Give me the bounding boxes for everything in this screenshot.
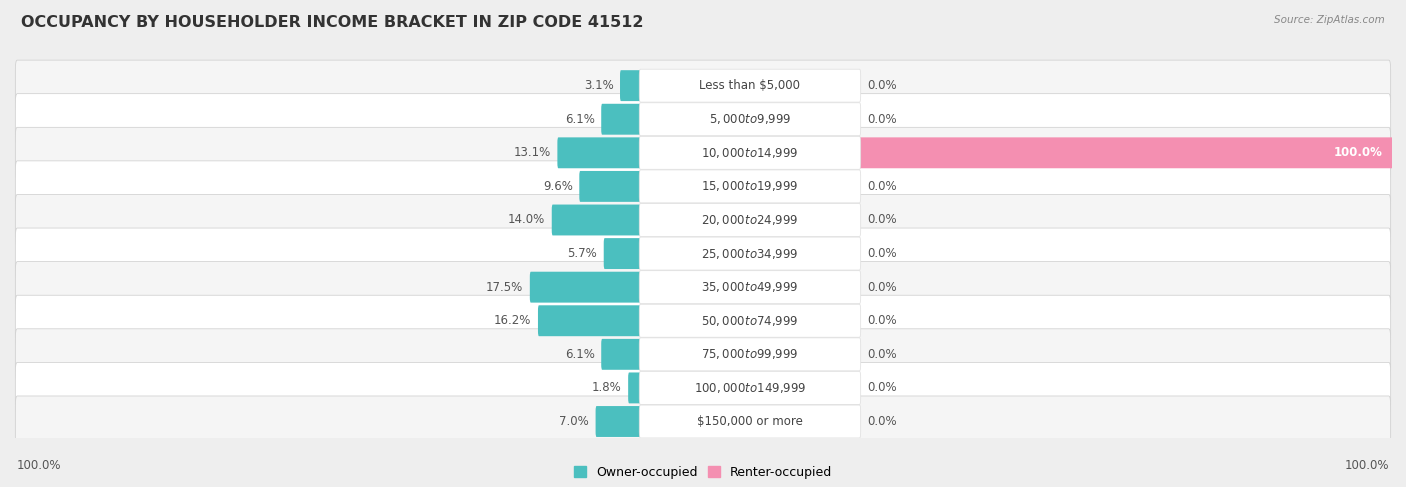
Text: 0.0%: 0.0%	[868, 247, 897, 260]
FancyBboxPatch shape	[15, 161, 1391, 212]
Text: $25,000 to $34,999: $25,000 to $34,999	[702, 246, 799, 261]
Text: 7.0%: 7.0%	[560, 415, 589, 428]
Text: 0.0%: 0.0%	[868, 314, 897, 327]
Text: 0.0%: 0.0%	[868, 112, 897, 126]
Text: Source: ZipAtlas.com: Source: ZipAtlas.com	[1274, 15, 1385, 25]
FancyBboxPatch shape	[15, 262, 1391, 313]
FancyBboxPatch shape	[15, 94, 1391, 145]
FancyBboxPatch shape	[15, 362, 1391, 413]
FancyBboxPatch shape	[596, 406, 641, 437]
Text: $5,000 to $9,999: $5,000 to $9,999	[709, 112, 792, 126]
Text: 1.8%: 1.8%	[592, 381, 621, 394]
FancyBboxPatch shape	[530, 272, 641, 302]
Text: $75,000 to $99,999: $75,000 to $99,999	[702, 347, 799, 361]
FancyBboxPatch shape	[640, 405, 860, 438]
FancyBboxPatch shape	[15, 295, 1391, 346]
Text: $100,000 to $149,999: $100,000 to $149,999	[693, 381, 806, 395]
FancyBboxPatch shape	[15, 60, 1391, 111]
FancyBboxPatch shape	[551, 205, 641, 235]
FancyBboxPatch shape	[640, 338, 860, 371]
FancyBboxPatch shape	[640, 136, 860, 169]
FancyBboxPatch shape	[628, 373, 641, 403]
FancyBboxPatch shape	[603, 238, 641, 269]
FancyBboxPatch shape	[640, 271, 860, 303]
Text: 0.0%: 0.0%	[868, 415, 897, 428]
Text: 100.0%: 100.0%	[1334, 146, 1382, 159]
Text: $20,000 to $24,999: $20,000 to $24,999	[702, 213, 799, 227]
FancyBboxPatch shape	[640, 103, 860, 136]
Text: 6.1%: 6.1%	[565, 112, 595, 126]
FancyBboxPatch shape	[15, 396, 1391, 447]
Legend: Owner-occupied, Renter-occupied: Owner-occupied, Renter-occupied	[569, 462, 837, 483]
FancyBboxPatch shape	[602, 339, 641, 370]
Text: $150,000 or more: $150,000 or more	[697, 415, 803, 428]
FancyBboxPatch shape	[640, 170, 860, 203]
FancyBboxPatch shape	[557, 137, 641, 169]
Text: $15,000 to $19,999: $15,000 to $19,999	[702, 179, 799, 193]
Text: $10,000 to $14,999: $10,000 to $14,999	[702, 146, 799, 160]
FancyBboxPatch shape	[640, 69, 860, 102]
Text: 5.7%: 5.7%	[568, 247, 598, 260]
Text: 100.0%: 100.0%	[17, 459, 62, 472]
Text: 0.0%: 0.0%	[868, 281, 897, 294]
Text: 0.0%: 0.0%	[868, 213, 897, 226]
FancyBboxPatch shape	[15, 194, 1391, 245]
Text: 16.2%: 16.2%	[494, 314, 531, 327]
Text: Less than $5,000: Less than $5,000	[699, 79, 800, 92]
FancyBboxPatch shape	[640, 237, 860, 270]
FancyBboxPatch shape	[602, 104, 641, 135]
FancyBboxPatch shape	[15, 228, 1391, 279]
Text: 17.5%: 17.5%	[486, 281, 523, 294]
FancyBboxPatch shape	[640, 372, 860, 404]
FancyBboxPatch shape	[640, 204, 860, 237]
Text: $50,000 to $74,999: $50,000 to $74,999	[702, 314, 799, 328]
Text: 0.0%: 0.0%	[868, 348, 897, 361]
Text: OCCUPANCY BY HOUSEHOLDER INCOME BRACKET IN ZIP CODE 41512: OCCUPANCY BY HOUSEHOLDER INCOME BRACKET …	[21, 15, 644, 30]
FancyBboxPatch shape	[15, 127, 1391, 178]
FancyBboxPatch shape	[620, 70, 641, 101]
FancyBboxPatch shape	[579, 171, 641, 202]
FancyBboxPatch shape	[15, 329, 1391, 380]
Text: 14.0%: 14.0%	[508, 213, 546, 226]
Text: $35,000 to $49,999: $35,000 to $49,999	[702, 280, 799, 294]
FancyBboxPatch shape	[640, 304, 860, 337]
FancyBboxPatch shape	[859, 137, 1393, 169]
Text: 0.0%: 0.0%	[868, 381, 897, 394]
Text: 100.0%: 100.0%	[1344, 459, 1389, 472]
Text: 0.0%: 0.0%	[868, 79, 897, 92]
FancyBboxPatch shape	[538, 305, 641, 336]
Text: 3.1%: 3.1%	[583, 79, 613, 92]
Text: 13.1%: 13.1%	[513, 146, 551, 159]
Text: 6.1%: 6.1%	[565, 348, 595, 361]
Text: 9.6%: 9.6%	[543, 180, 572, 193]
Text: 0.0%: 0.0%	[868, 180, 897, 193]
